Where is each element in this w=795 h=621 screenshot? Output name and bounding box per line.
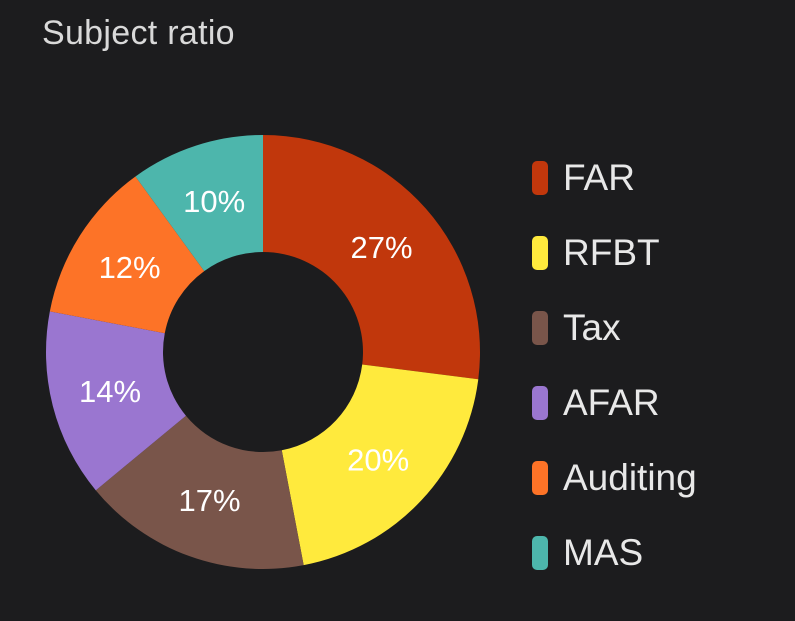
legend-item-afar: AFAR (532, 365, 697, 440)
legend-label: MAS (563, 531, 644, 573)
slice-tax (95, 415, 304, 569)
chart-legend: FAR RFBT Tax AFAR Auditing MAS (532, 140, 697, 590)
legend-label: Auditing (563, 456, 697, 498)
legend-swatch (532, 535, 548, 570)
legend-item-rfbt: RFBT (532, 215, 697, 290)
slice-auditing (49, 176, 205, 334)
slice-label-auditing: 12% (99, 250, 161, 285)
slice-afar (46, 311, 186, 491)
donut-slices (46, 135, 480, 569)
legend-label: Tax (563, 306, 621, 348)
legend-swatch (532, 385, 548, 420)
legend-swatch (532, 460, 548, 495)
chart-title: Subject ratio (42, 14, 235, 52)
slice-label-afar: 14% (79, 374, 141, 409)
legend-item-mas: MAS (532, 515, 697, 590)
donut-slice-labels: 27% 20% 17% 14% 12% 10% (79, 184, 413, 518)
slice-mas (135, 135, 263, 272)
legend-swatch (532, 310, 548, 345)
slice-label-mas: 10% (183, 184, 245, 219)
slice-far (263, 135, 480, 380)
slice-label-rfbt: 20% (347, 443, 409, 478)
legend-item-far: FAR (532, 140, 697, 215)
legend-label: AFAR (563, 381, 660, 423)
legend-swatch (532, 235, 548, 270)
slice-label-tax: 17% (178, 483, 240, 518)
legend-label: FAR (563, 156, 635, 198)
slice-label-far: 27% (350, 230, 412, 265)
legend-item-tax: Tax (532, 290, 697, 365)
legend-swatch (532, 160, 548, 195)
slice-rfbt (281, 364, 479, 566)
legend-label: RFBT (563, 231, 660, 273)
legend-item-auditing: Auditing (532, 440, 697, 515)
